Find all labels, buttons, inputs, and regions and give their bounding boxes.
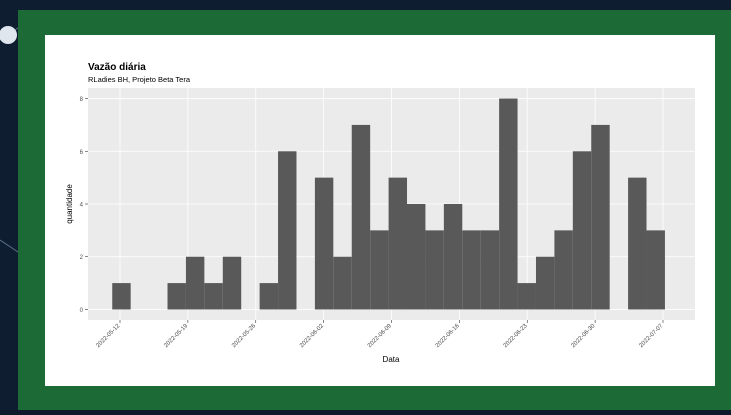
y-tick-label: 4 [80,203,84,209]
bar [259,283,279,310]
chart-subtitle: RLadies BH, Projeto Beta Tera [88,75,191,84]
bar [370,230,389,310]
chart-title: Vazão diária [88,62,146,73]
y-tick-label: 0 [80,308,84,314]
bar [499,98,518,310]
x-axis-label: Data [383,355,400,364]
bar [480,230,500,310]
bar [112,283,131,310]
bar [388,177,408,310]
bar [204,283,223,310]
bar [554,230,573,310]
y-tick-label: 8 [80,97,84,103]
bar [351,124,371,310]
bar [407,204,426,310]
bar [572,151,592,310]
bar [535,256,555,310]
bar [185,256,205,310]
bar [628,177,647,310]
y-tick-label: 6 [80,150,84,156]
bar [591,124,610,310]
bar [443,204,463,310]
bar [278,151,297,310]
bar [462,230,481,310]
bar [517,283,536,310]
bar [167,283,186,310]
bar [222,256,242,310]
bar [333,256,352,310]
bar [314,177,334,310]
decor-node [0,26,17,44]
bar [646,230,665,310]
y-axis-label: quantidade [65,184,74,224]
bar [425,230,444,310]
y-tick-label: 2 [80,255,84,261]
